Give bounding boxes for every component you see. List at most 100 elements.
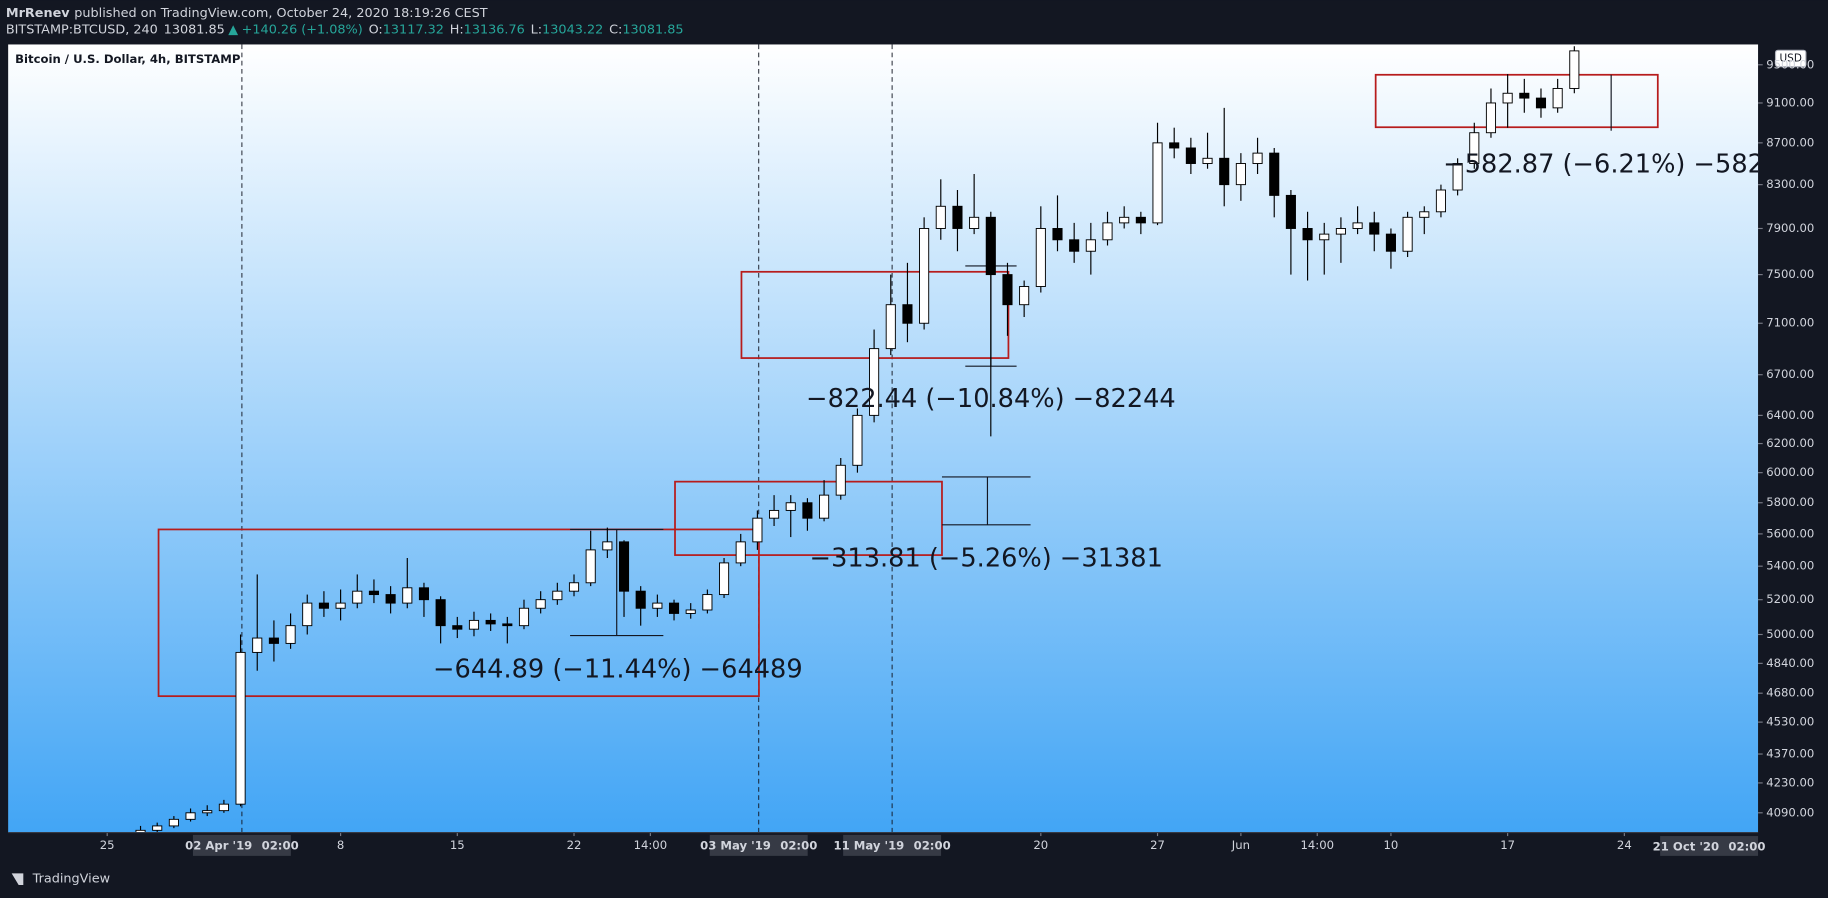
x-tick-label: 8 [337,838,344,852]
candle-body [869,348,880,416]
candle-body [652,602,663,609]
candle-body [535,599,546,609]
candle-body [435,599,446,627]
end-label-bg [1660,836,1759,856]
measure-label: −313.81 (−5.26%) −31381 [810,544,1163,574]
candle-body [135,829,146,833]
crosshair-date: 02 Apr '19 [185,838,252,852]
candle-body [885,304,896,350]
candle-body [1269,152,1280,196]
candle-body [552,590,563,601]
range-box [157,528,760,698]
candle-body [218,803,229,812]
x-tick-label: 24 [1617,838,1632,852]
candle-body [1102,222,1113,241]
candle-body [1302,228,1313,241]
y-tick-label: 6400.00 [1766,408,1814,422]
x-tick-label: 20 [1033,838,1048,852]
x-tick-label: 14:00 [1300,838,1334,852]
chart-title: Bitcoin / U.S. Dollar, 4h, BITSTAMP [15,52,241,66]
footer-brand: TradingView [32,872,110,887]
crosshair-time: 02:00 [780,838,817,852]
y-tick-label: 4680.00 [1766,686,1814,700]
crosshair-date: 11 May '19 [834,838,905,852]
range-box [674,480,943,556]
plot-area [8,44,1759,833]
candle-body [919,228,930,324]
candle-body [335,602,346,609]
currency-badge [1774,49,1807,68]
x-tick-label: 10 [1384,838,1399,852]
symbol-line: BITSTAMP:BTCUSD, 240 13081.85 ▲ +140.26 (+1… [6,22,684,37]
candle-body [1202,157,1213,164]
candle-body [1152,142,1163,224]
y-tick-label: 8700.00 [1766,135,1814,149]
candle-body [1402,216,1413,252]
candle-body [1419,211,1430,218]
candle-body [969,216,980,229]
candle-body [1435,189,1447,213]
candle-body [1535,97,1547,109]
candle-body [685,609,696,614]
candle-body [602,541,613,551]
l-value: 13043.22 [542,22,603,37]
y-tick-label: 6700.00 [1766,367,1814,381]
candle-body [1219,157,1230,186]
candle-body [1019,286,1030,306]
o-label: O: [369,22,383,37]
candle-body [802,502,813,519]
candle-body [1235,163,1246,186]
candle-body [719,562,730,596]
annotations: −644.89 (−11.44%) −64489 −313.81 (−5.26%… [433,150,1758,685]
header-line: MrRenev published on TradingView.com, Oct… [6,5,488,20]
currency: USD [1779,52,1801,64]
candle-body [418,587,430,601]
x-tick-label: 14:00 [634,838,668,852]
x-tick-label: 15 [450,838,465,852]
candle-body [518,607,530,627]
y-tick-label: 5000.00 [1766,627,1814,641]
candle-body [735,541,746,564]
candle-body [385,594,396,604]
candle-body [1519,92,1530,99]
crosshair-time: 02:00 [262,838,299,852]
x-tick-label: 17 [1500,838,1515,852]
c-label: C: [609,22,622,37]
y-tick-label: 4090.00 [1766,805,1814,819]
candle-body [985,216,996,276]
author: MrRenev [6,5,70,20]
candle-body [1502,92,1513,104]
candle-body [468,619,480,630]
candle-body [1485,102,1497,134]
candle-body [502,623,513,627]
candle-body [819,494,830,519]
change: +140.26 (+1.08%) [242,22,363,37]
range-box [1374,73,1659,129]
candle-body [1135,216,1146,224]
candle-body [635,590,646,609]
candle-body [235,651,246,805]
candle-body [1452,163,1463,191]
candle-body [702,594,713,611]
candle-body [202,810,213,814]
y-tick-label: 4530.00 [1766,715,1814,729]
x-tick-label: 22 [567,838,582,852]
candle-body [1569,50,1580,89]
y-tick-label: 7500.00 [1766,267,1814,281]
x-tick-label: 25 [100,838,115,852]
crosshair-label: 11 May '19 02:00 [834,838,951,852]
candle-body [1035,228,1046,287]
crosshair-date: 03 May '19 [700,838,771,852]
candle-body [452,625,463,630]
crosshair-label-bg [709,834,808,856]
y-tick-label: 7100.00 [1766,316,1814,330]
y-tick-label: 4370.00 [1766,747,1814,761]
crosshair-label: 03 May '19 02:00 [700,838,817,852]
candle-body [268,637,279,644]
logo [11,873,24,886]
y-tick-label: 9100.00 [1766,95,1814,109]
crosshair-time: 02:00 [914,838,951,852]
candle-body [1319,233,1330,241]
candle-body [302,602,313,627]
published: published on TradingView.com, October 24… [74,5,488,20]
